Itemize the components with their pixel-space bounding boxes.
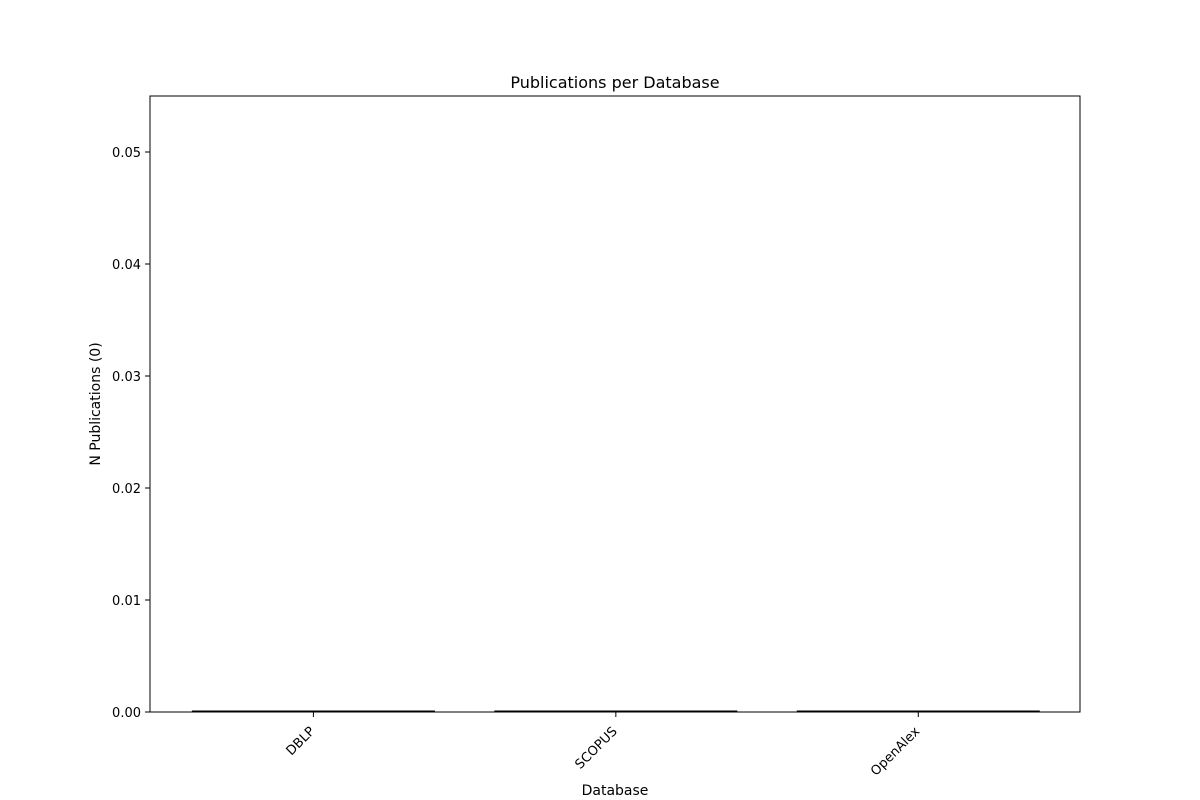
x-axis-label: Database bbox=[582, 783, 649, 799]
y-tick-label: 0.03 bbox=[112, 370, 141, 385]
plot-frame bbox=[149, 95, 1081, 713]
y-tick-label: 0.01 bbox=[112, 594, 141, 609]
y-tick-label: 0.02 bbox=[112, 482, 141, 497]
y-axis-label: N Publications (0) bbox=[88, 342, 104, 465]
y-axis: 0.00 0.01 0.02 0.03 0.04 0.05 bbox=[112, 146, 150, 721]
y-tick-label: 0.00 bbox=[112, 706, 141, 721]
y-tick-label: 0.05 bbox=[112, 146, 141, 161]
chart-title: Publications per Database bbox=[510, 73, 719, 92]
y-tick-label: 0.04 bbox=[112, 258, 141, 273]
